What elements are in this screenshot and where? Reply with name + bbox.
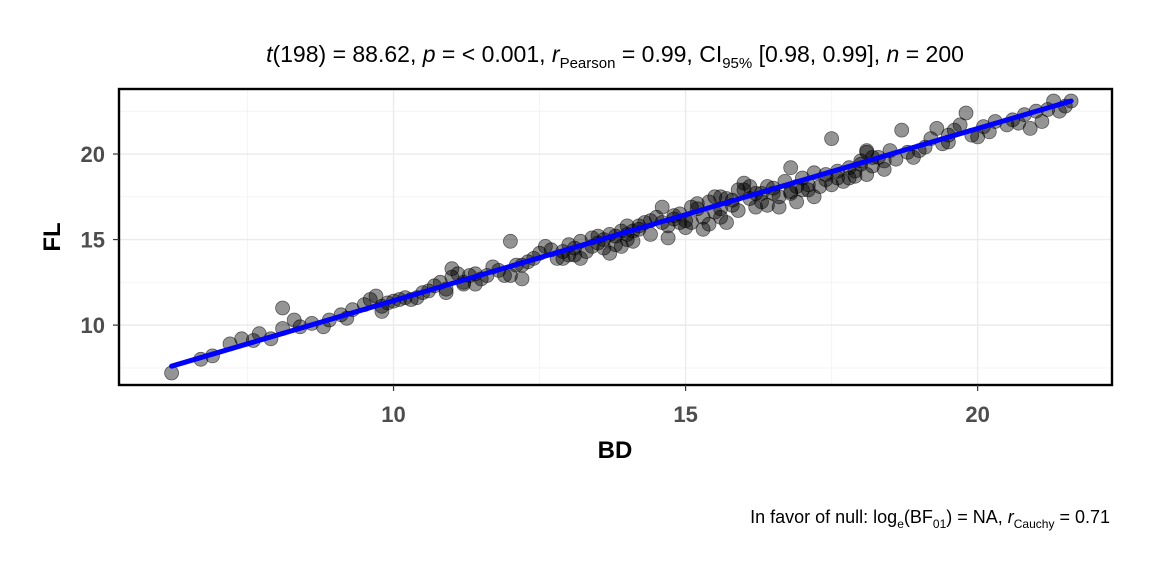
caption-r-value: = 0.71	[1054, 507, 1110, 527]
data-point	[754, 194, 769, 210]
title-t-symbol: t	[266, 41, 274, 67]
y-tick-label: 20	[81, 142, 105, 167]
data-point	[713, 209, 728, 225]
data-point	[643, 226, 658, 242]
data-point	[444, 261, 460, 277]
data-point	[602, 245, 618, 261]
title-ci-subscript: 95%	[722, 55, 752, 72]
data-point	[719, 215, 734, 230]
title-n-value: = 200	[899, 41, 964, 67]
title-t-stat: (198) = 88.62,	[272, 41, 422, 67]
caption-bf-open: (BF	[904, 507, 933, 527]
caption-bf-close: ) = NA,	[946, 507, 1008, 527]
x-axis-label: BD	[598, 437, 633, 464]
caption-r-subscript: Cauchy	[1014, 517, 1055, 531]
gridlines	[119, 89, 1112, 385]
chart-caption: In favor of null: loge(BF01) = NA, rCauc…	[750, 507, 1110, 531]
title-p-value: = < 0.001,	[436, 41, 552, 67]
data-point	[1034, 114, 1050, 129]
panel-border	[117, 87, 1114, 387]
data-point	[514, 271, 530, 287]
data-point	[894, 122, 910, 138]
data-point	[876, 161, 892, 177]
data-point	[929, 120, 945, 136]
data-point	[654, 199, 670, 215]
title-n-symbol: n	[887, 41, 900, 67]
data-point	[701, 216, 717, 232]
data-point	[275, 300, 291, 316]
data-point	[958, 105, 974, 121]
data-point	[847, 168, 863, 184]
x-tick-label: 20	[965, 402, 989, 427]
regression-line	[169, 98, 1074, 369]
data-point	[783, 160, 799, 176]
fit-line	[169, 98, 1074, 369]
x-tick-label: 15	[673, 402, 697, 427]
title-r-symbol: r	[552, 41, 561, 67]
title-p-symbol: p	[422, 41, 436, 67]
caption-bf-subscript: 01	[933, 517, 947, 531]
title-r-subscript: Pearson	[560, 55, 616, 72]
y-axis-ticks: 10 15 20	[81, 142, 119, 338]
data-point	[660, 230, 676, 246]
caption-prefix: In favor of null: log	[750, 507, 897, 527]
data-point	[789, 194, 804, 210]
title-r-value: = 0.99, CI	[615, 41, 722, 67]
data-point	[695, 221, 711, 237]
title-ci-value: [0.98, 0.99],	[752, 41, 886, 67]
caption-log-subscript: e	[897, 517, 904, 531]
data-point	[824, 131, 839, 147]
y-tick-label: 15	[81, 228, 105, 253]
chart-title: t(198) = 88.62, p = < 0.001, rPearson = …	[266, 41, 964, 72]
y-axis-label: FL	[39, 222, 66, 251]
caption-r-symbol: r	[1008, 507, 1015, 527]
x-axis-ticks: 10 15 20	[381, 385, 990, 427]
data-point	[795, 182, 810, 198]
y-tick-label: 10	[81, 313, 105, 338]
data-point	[502, 233, 518, 249]
data-point	[771, 199, 787, 215]
data-point	[783, 185, 799, 201]
x-tick-label: 10	[381, 402, 405, 427]
